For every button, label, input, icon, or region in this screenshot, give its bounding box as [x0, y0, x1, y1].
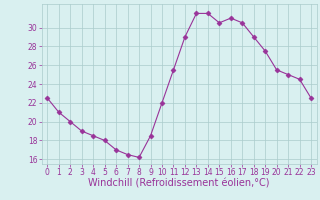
X-axis label: Windchill (Refroidissement éolien,°C): Windchill (Refroidissement éolien,°C) [88, 179, 270, 189]
